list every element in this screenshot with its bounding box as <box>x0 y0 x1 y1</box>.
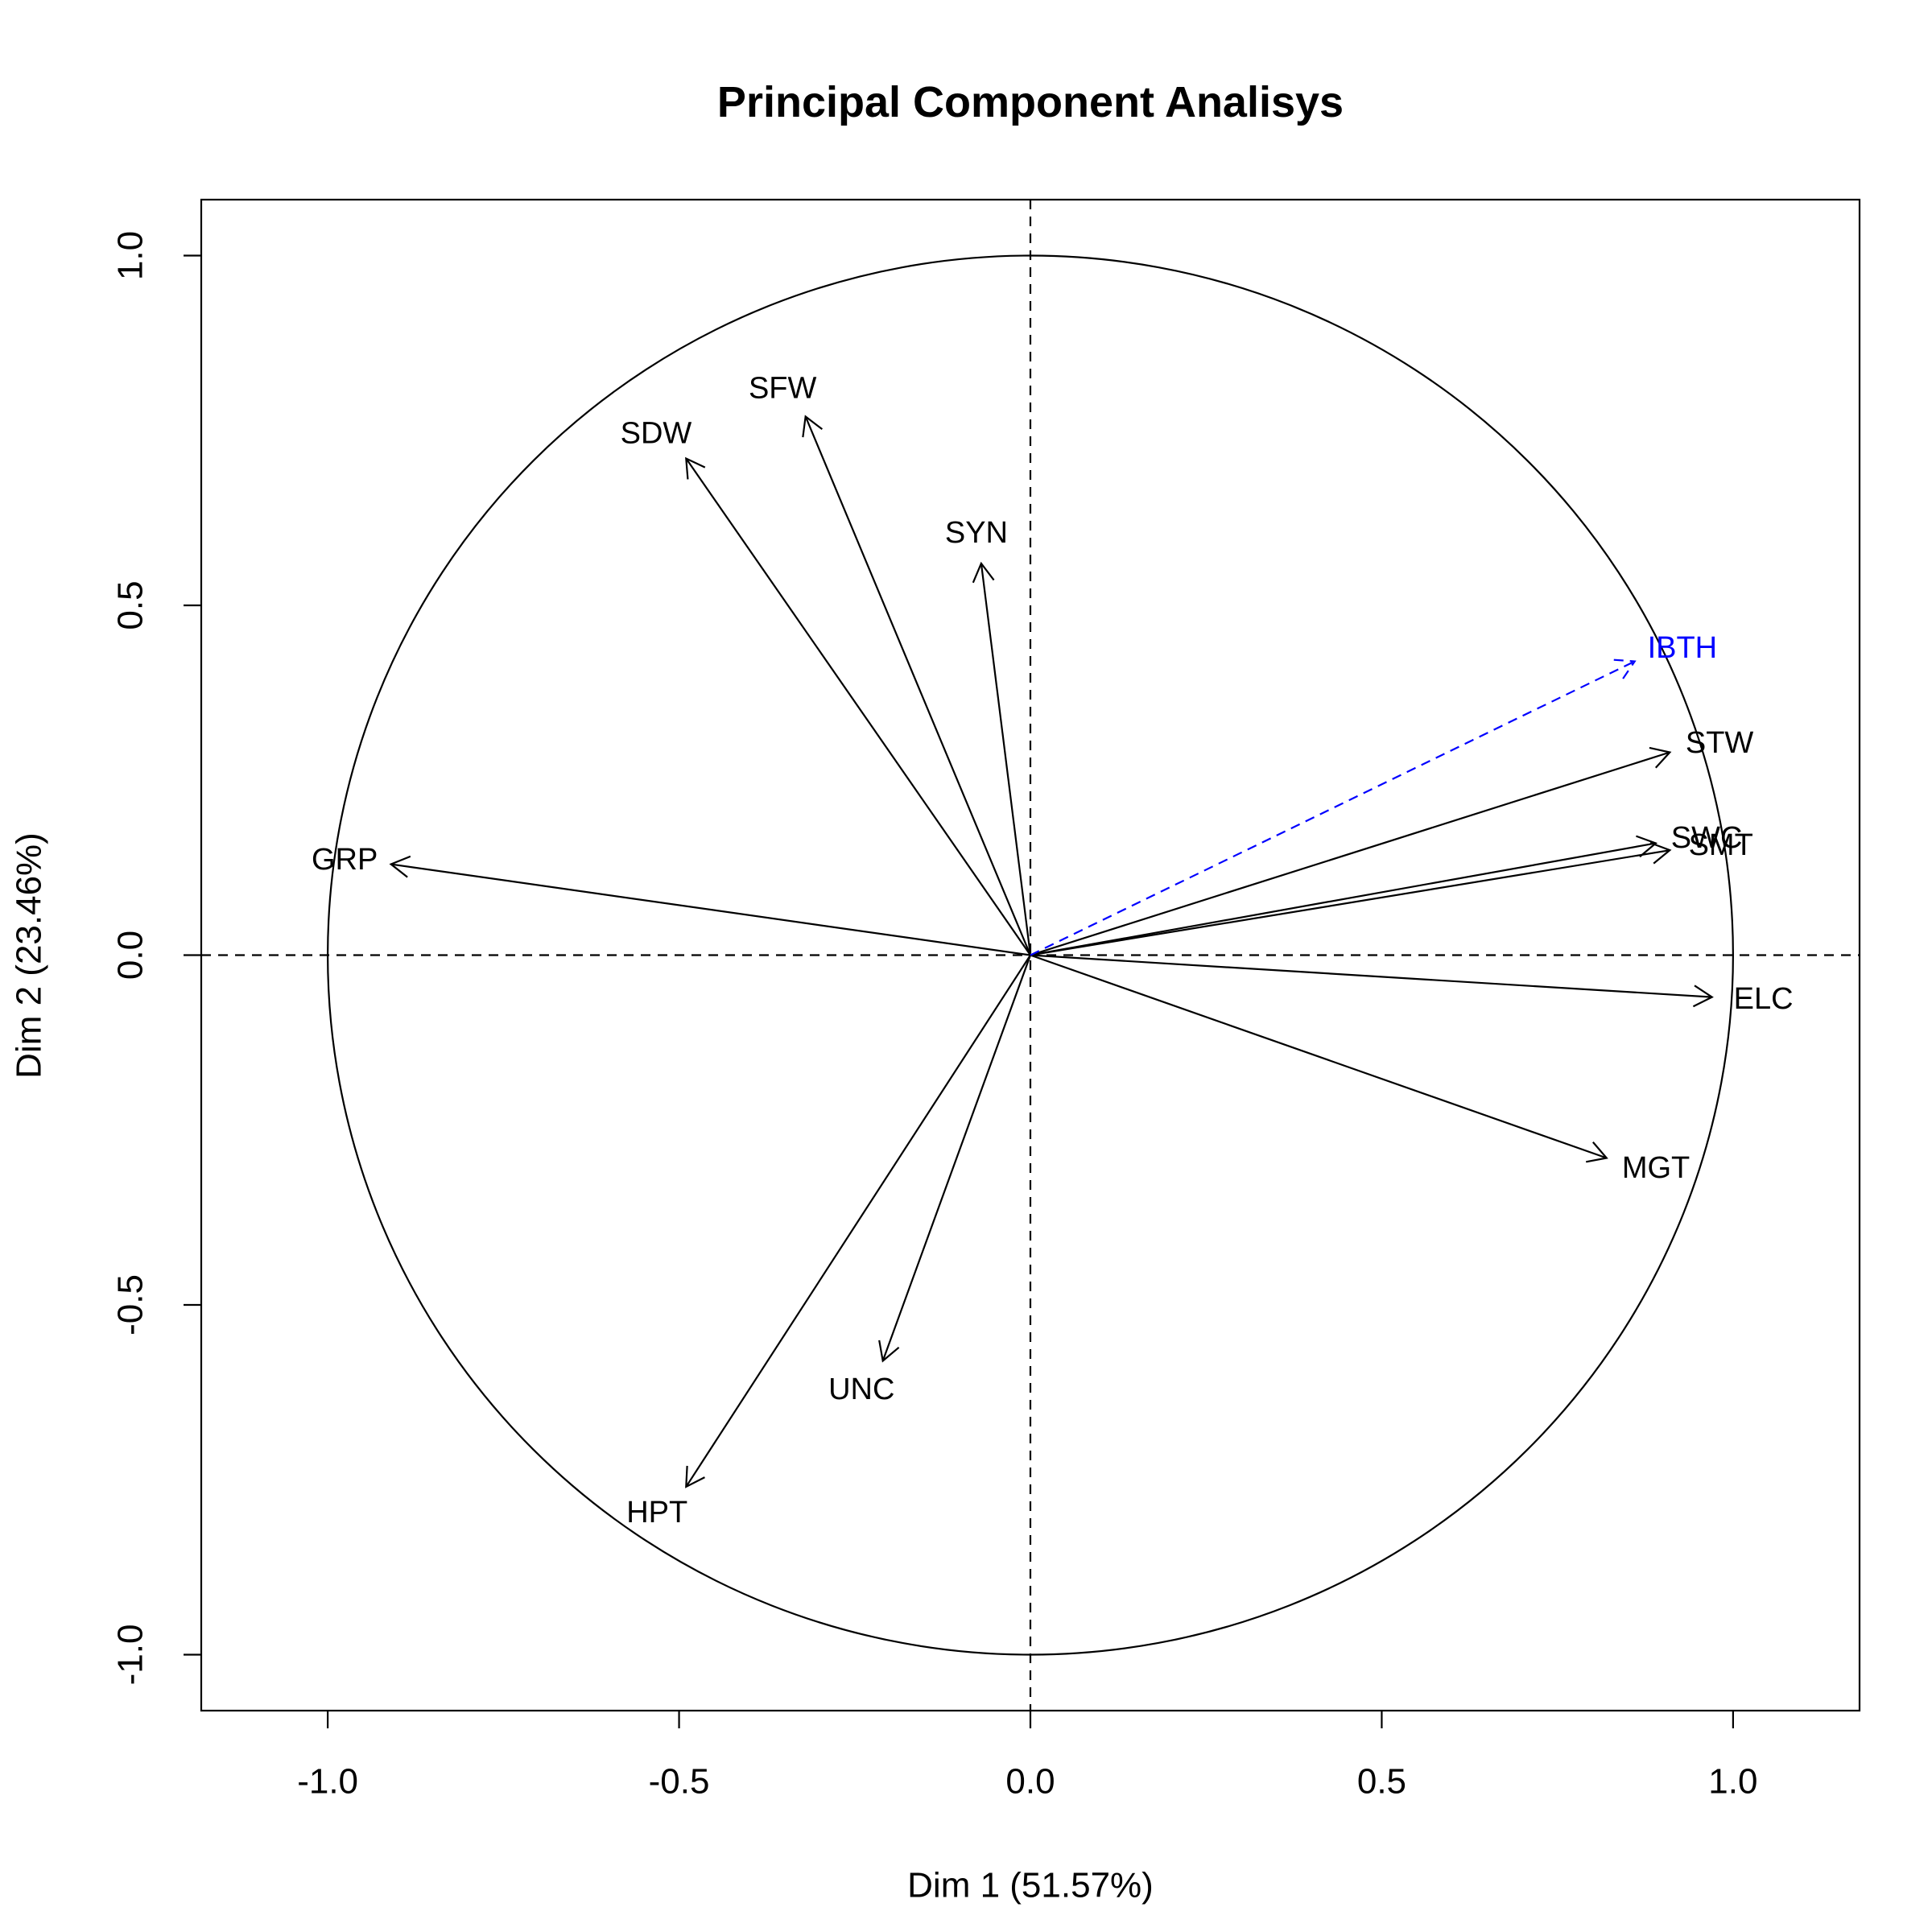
arrowhead-elc <box>1692 985 1714 1008</box>
y-tick-label: -0.5 <box>111 1274 151 1335</box>
arrow-grp <box>390 863 1031 956</box>
x-axis-label: Dim 1 (51.57%) <box>907 1866 1154 1905</box>
variable-label-syn: SYN <box>945 516 1008 550</box>
y-tick-label: 0.0 <box>111 931 151 980</box>
arrowhead-smt <box>1649 841 1672 865</box>
y-tick-label: -1.0 <box>111 1624 151 1686</box>
arrow-unc <box>881 955 1032 1361</box>
chart-title: Principal Component Analisys <box>717 78 1344 126</box>
x-tick-label: -1.0 <box>297 1762 358 1802</box>
arrowhead-sdw <box>685 456 706 480</box>
x-tick-label: 0.5 <box>1357 1762 1406 1802</box>
arrow-ibth <box>1030 660 1636 956</box>
arrow-smt <box>1030 849 1670 956</box>
arrow-hpt <box>685 954 1031 1488</box>
arrowhead-syn <box>972 561 995 584</box>
arrow-sfw <box>804 415 1032 956</box>
arrow-syn <box>980 563 1032 956</box>
arrowhead-grp <box>389 855 411 878</box>
arrowhead-mgt <box>1586 1141 1608 1163</box>
variable-label-elc: ELC <box>1734 982 1794 1016</box>
arrow-sdw <box>685 457 1031 956</box>
variable-label-stw: STW <box>1686 726 1754 760</box>
y-tick-label: 0.5 <box>111 580 151 630</box>
variable-label-grp: GRP <box>312 843 378 877</box>
arrowhead-unc <box>878 1340 900 1363</box>
arrowhead-stw <box>1649 746 1672 769</box>
y-tick-label: 1.0 <box>111 231 151 280</box>
arrowhead-hpt <box>685 1465 705 1488</box>
arrow-swc <box>1030 842 1657 956</box>
arrowhead-ibth <box>1613 658 1637 679</box>
variable-label-sfw: SFW <box>749 371 817 405</box>
variable-label-sdw: SDW <box>621 416 692 450</box>
variable-label-unc: UNC <box>828 1373 894 1406</box>
variable-label-smt: SMT <box>1689 828 1753 862</box>
x-tick-label: -0.5 <box>649 1762 710 1802</box>
variable-label-hpt: HPT <box>626 1496 687 1530</box>
x-tick-label: 0.0 <box>1005 1762 1055 1802</box>
arrow-stw <box>1030 751 1670 956</box>
variable-label-mgt: MGT <box>1622 1151 1690 1185</box>
arrow-mgt <box>1030 954 1608 1159</box>
plot-area: -1.0 -0.5 0.0 0.5 1.0 -1.0 -0.5 0.0 0.5 1.0 SFW SDW… <box>111 198 1861 1802</box>
variable-label-ibth: IBTH <box>1648 631 1718 665</box>
y-axis-label: Dim 2 (23.46%) <box>10 832 49 1079</box>
arrowhead-swc <box>1636 835 1658 858</box>
x-tick-label: 1.0 <box>1708 1762 1757 1802</box>
arrowhead-sfw <box>802 415 824 438</box>
arrow-elc <box>1030 954 1712 998</box>
variable-label-swc: SWC <box>1671 821 1743 855</box>
